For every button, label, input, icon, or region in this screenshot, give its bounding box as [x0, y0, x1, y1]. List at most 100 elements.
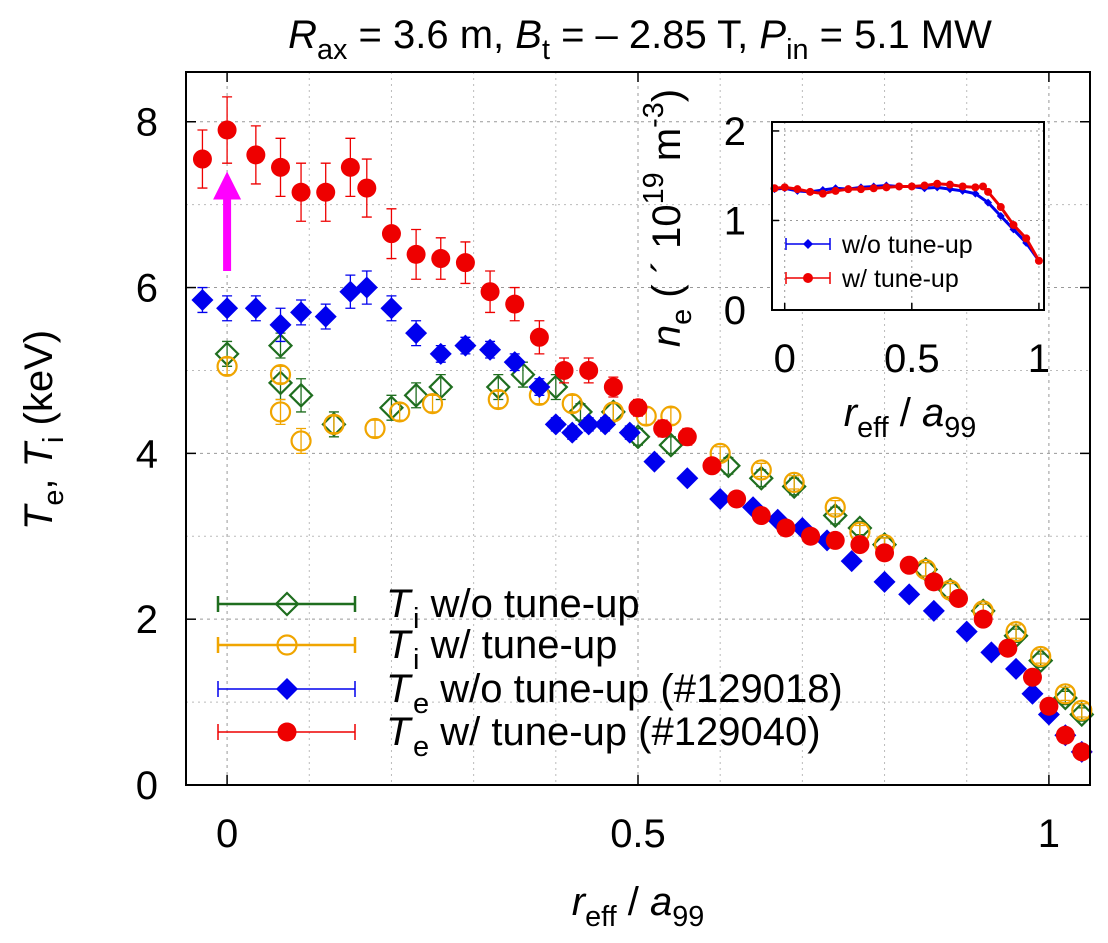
inset-data-point [971, 183, 980, 192]
data-point [1005, 621, 1027, 643]
data-point [269, 401, 292, 423]
data-point [824, 496, 846, 518]
legend-marker [274, 591, 300, 617]
inset-legend-marker [803, 239, 813, 249]
data-point [1039, 696, 1059, 716]
inset-data-point [1022, 234, 1031, 243]
error-bar [296, 427, 307, 455]
inset-data-point [856, 185, 865, 194]
data-point [269, 313, 292, 336]
main-plot-area [191, 96, 1095, 763]
data-point [1005, 657, 1028, 680]
inset-legend-marker [803, 273, 813, 283]
data-point [924, 572, 944, 592]
data-point [246, 145, 266, 165]
data-point [825, 530, 845, 550]
inset-data-point [780, 183, 789, 192]
data-point [431, 249, 451, 269]
error-bar [1011, 624, 1022, 639]
data-point [528, 376, 551, 399]
data-point [702, 456, 722, 476]
data-point [998, 638, 1018, 658]
legend-label: i w/ tune-up [413, 623, 617, 676]
error-bar [328, 415, 339, 434]
inset-y-tick-label: 0 [724, 289, 746, 333]
series-3 [192, 96, 1092, 762]
data-point [217, 120, 237, 140]
legend-symbol: T [386, 623, 413, 667]
data-point [875, 543, 895, 563]
data-point [751, 506, 771, 526]
data-point [480, 282, 500, 302]
x-tick-label: 0.5 [610, 812, 666, 856]
data-point [544, 413, 567, 436]
data-point [628, 398, 648, 418]
inset-y-tick-label: 1 [724, 199, 746, 243]
data-point [577, 413, 600, 436]
data-point [801, 526, 821, 546]
data-point [750, 459, 772, 481]
data-point [216, 355, 238, 377]
data-point [1072, 742, 1092, 762]
chart-title-text: Rax = 3.6 m, Bt = – 2.85 T, Pin = 5.1 MW [288, 13, 992, 66]
data-point [1071, 699, 1093, 721]
inset-x-tick-label: 0.5 [884, 337, 940, 381]
data-point [429, 342, 452, 365]
inset-data-point [933, 179, 942, 188]
data-point [380, 297, 403, 320]
main-x-axis-label: reff / a99 [572, 880, 704, 933]
x-tick-label: 1 [1038, 812, 1060, 856]
data-point [922, 599, 945, 622]
data-point [658, 432, 684, 458]
data-point [1054, 683, 1076, 705]
data-point [269, 364, 292, 386]
data-point [709, 487, 732, 510]
data-point [339, 280, 362, 303]
inset-series-1 [770, 179, 1043, 265]
data-point [579, 360, 599, 380]
y-tick-label: 4 [136, 432, 158, 476]
error-bar [1035, 649, 1046, 664]
data-point [899, 555, 919, 575]
inset-data-point [984, 187, 993, 196]
legend-label: e w/o tune-up (#129018) [413, 667, 843, 720]
legend-marker [277, 722, 297, 742]
data-point [840, 550, 863, 573]
error-bar [1076, 703, 1087, 718]
data-point [603, 377, 623, 397]
data-point [192, 149, 212, 169]
data-point [727, 489, 747, 509]
data-point [505, 294, 525, 314]
data-point [643, 450, 666, 473]
data-point [381, 224, 401, 244]
error-bar [789, 475, 800, 490]
data-point [355, 276, 378, 299]
legend-symbol: T [386, 710, 413, 754]
data-point [323, 413, 345, 435]
data-point [406, 244, 426, 264]
error-bar [427, 394, 438, 413]
data-point [321, 411, 347, 437]
data-point [529, 327, 549, 347]
data-point [405, 322, 428, 345]
data-point [479, 338, 502, 361]
arrow-annotation [213, 171, 242, 271]
data-point [455, 253, 475, 273]
legend-marker [276, 678, 298, 700]
inset-data-point [996, 203, 1005, 212]
data-point [776, 518, 796, 538]
main-tick-labels: 0 0.5 1 0 2 4 6 8 [136, 72, 1090, 856]
inset-legend-label: w/ tune-up [841, 265, 959, 293]
legend-symbol: T [386, 582, 413, 626]
inset-data-point [1034, 256, 1043, 265]
inset-data-point [831, 186, 840, 195]
data-point [1022, 667, 1042, 687]
error-bar [370, 419, 381, 438]
data-point [487, 388, 509, 411]
data-point [1055, 725, 1075, 745]
legend-line [216, 596, 357, 612]
